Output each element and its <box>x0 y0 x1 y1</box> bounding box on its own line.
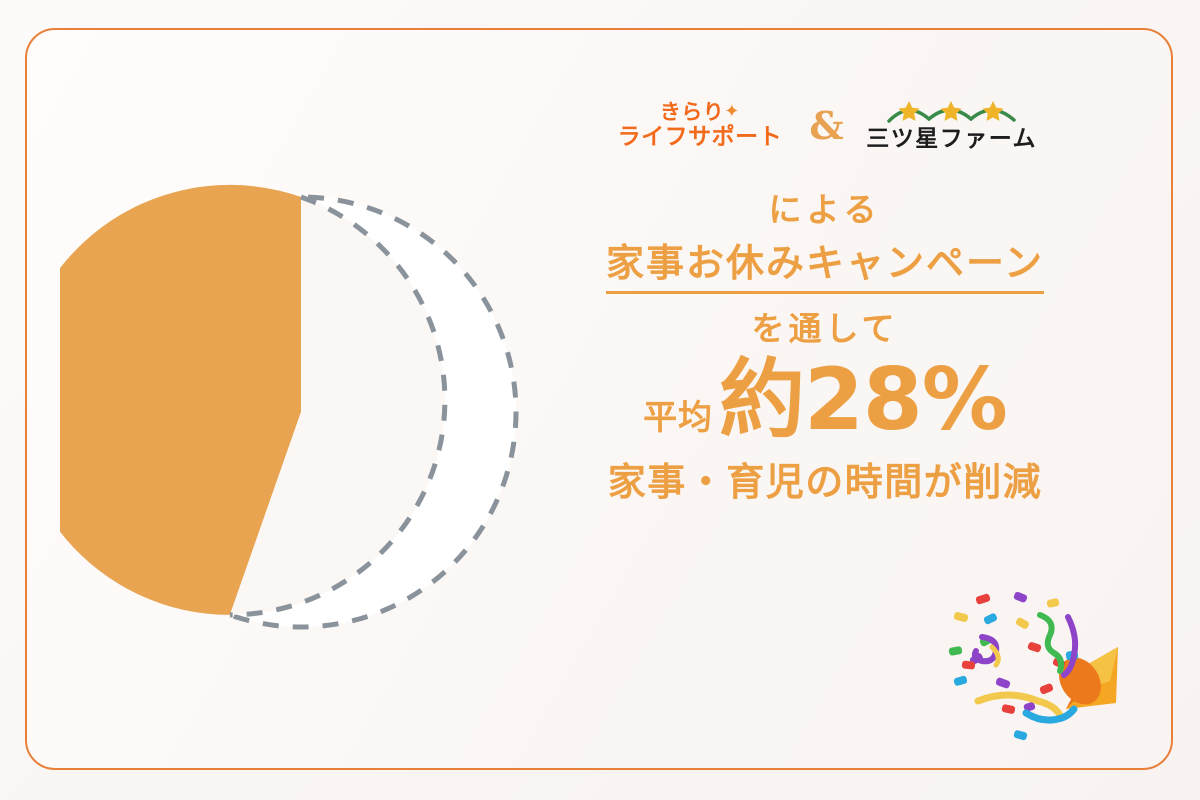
copy-line-by: による <box>768 190 882 229</box>
stat-prefix: 平均 <box>643 398 714 438</box>
stat-value: 約28% <box>719 350 1008 450</box>
logo-mitsuboshi-farm: 三ツ星ファーム <box>866 99 1038 152</box>
logo-lockup: きらり✦ ライフサポート & 三ツ星ファーム <box>575 85 1075 167</box>
sparkle-icon: ✦ <box>724 101 740 123</box>
logo-kirari-life-support: きらり✦ ライフサポート <box>612 101 787 151</box>
logo-kirari-line1-text: きらり <box>659 100 725 125</box>
party-popper-icon <box>940 585 1120 755</box>
pie-remainder-dashed-arc <box>229 194 448 618</box>
pie-chart-svg <box>60 184 519 630</box>
copy-column: きらり✦ ライフサポート & 三ツ星ファーム による 家事お休みキャンペーン <box>575 85 1075 507</box>
logo-kirari-line2: ライフサポート <box>617 124 783 151</box>
three-stars-icon <box>886 99 1017 125</box>
pie-chart <box>60 170 550 660</box>
ampersand-separator: & <box>809 103 844 148</box>
copy-line-stat: 平均 約28% <box>575 357 1075 443</box>
pie-slice-main <box>60 184 301 615</box>
copy-line-result: 家事・育児の時間が削減 <box>607 460 1043 504</box>
logo-mitsuboshi-label: 三ツ星ファーム <box>866 126 1038 153</box>
copy-line-campaign: 家事お休みキャンペーン <box>605 240 1045 294</box>
copy-line-campaign-wrap: 家事お休みキャンペーン <box>575 230 1075 294</box>
copy-line-through: を通して <box>751 308 899 348</box>
pie-slice-remainder-fill <box>229 197 445 615</box>
logo-kirari-line1: きらり✦ <box>660 101 740 124</box>
